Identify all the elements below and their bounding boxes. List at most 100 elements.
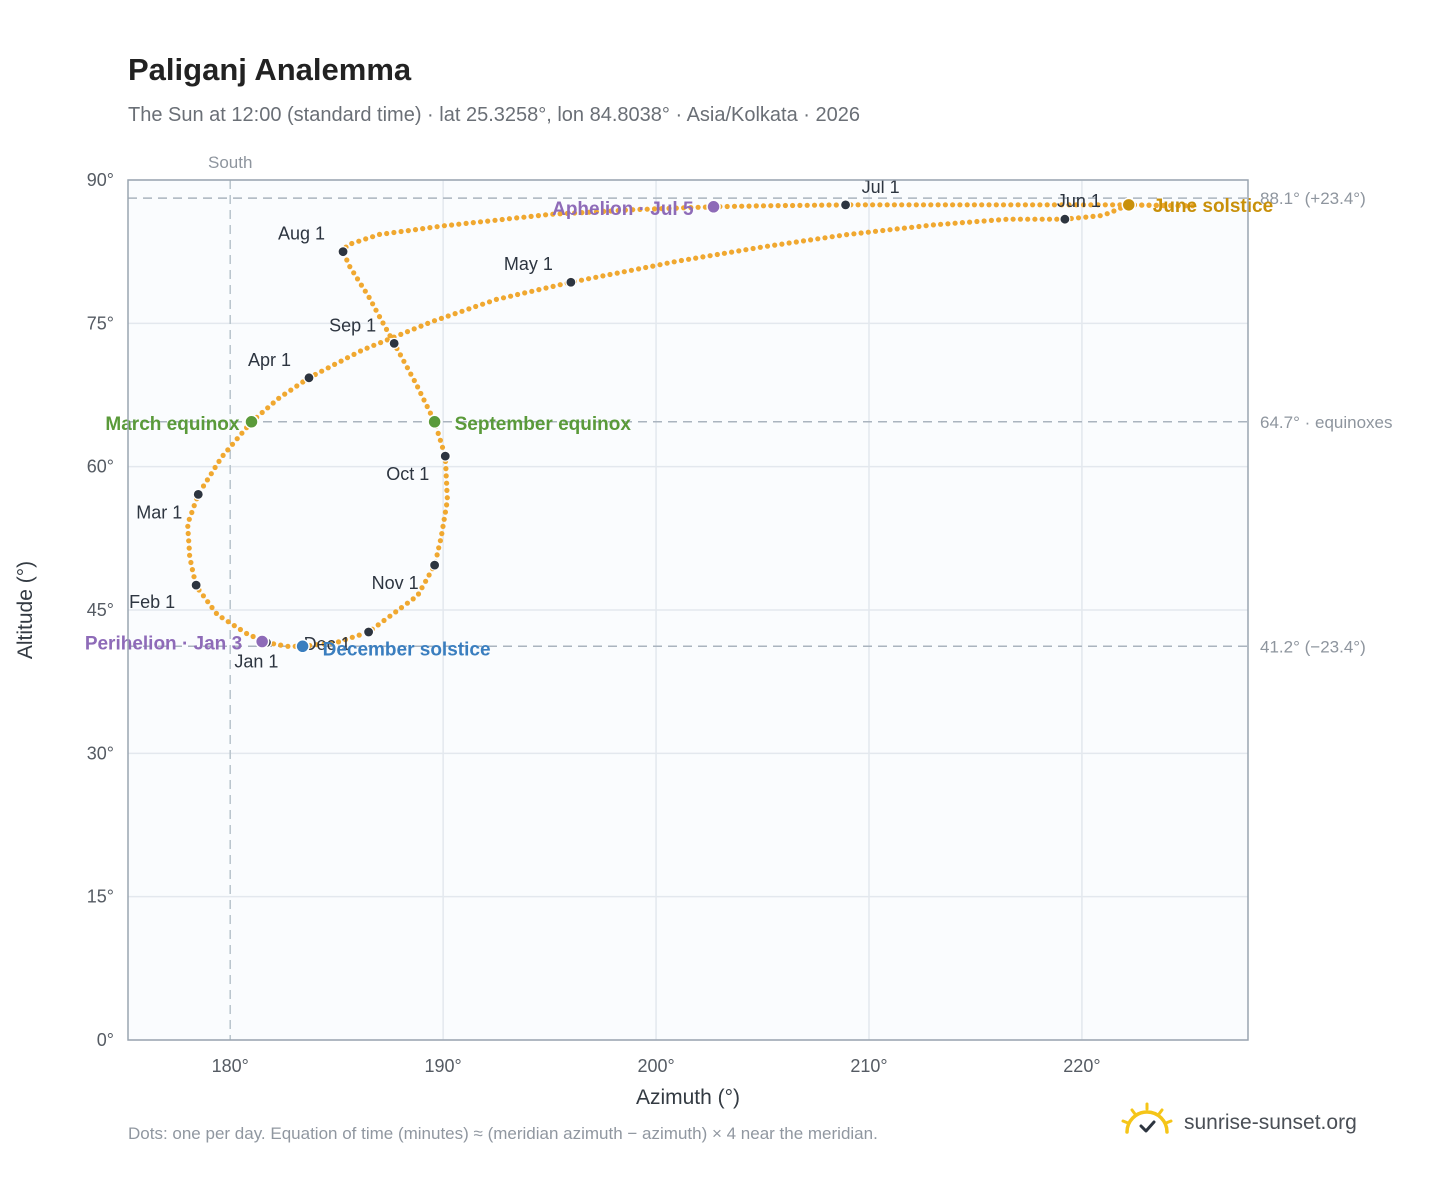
equinox-label: March equinox <box>105 414 240 435</box>
day-dot <box>357 348 364 354</box>
day-dot <box>865 229 871 235</box>
day-dot <box>435 430 441 436</box>
day-dot <box>188 559 194 566</box>
x-tick-label: 180° <box>212 1056 249 1076</box>
day-dot <box>506 216 512 222</box>
month-label: Sep 1 <box>329 315 376 335</box>
day-dot <box>731 203 738 209</box>
brand[interactable]: sunrise-sunset.org <box>1120 1102 1357 1143</box>
day-dot <box>550 283 556 289</box>
day-dot <box>1111 208 1117 214</box>
day-dot <box>231 623 237 629</box>
day-dot <box>529 288 535 294</box>
day-dot <box>671 259 677 265</box>
day-dot <box>191 574 197 580</box>
day-dot <box>1080 202 1087 208</box>
day-dot <box>351 351 357 357</box>
day-dot <box>480 301 486 307</box>
day-dot <box>463 220 469 226</box>
day-dot <box>358 282 364 288</box>
day-dot <box>186 538 192 544</box>
day-dot <box>891 202 898 208</box>
day-dot <box>786 240 792 246</box>
day-dot <box>928 202 934 208</box>
day-dot <box>833 202 839 208</box>
day-dot <box>858 230 864 236</box>
day-dot <box>444 487 450 493</box>
day-dot <box>815 236 821 242</box>
day-dot <box>441 516 447 522</box>
footnote: Dots: one per day. Equation of time (min… <box>128 1124 878 1143</box>
day-dot <box>404 600 410 606</box>
day-dot <box>1110 202 1116 208</box>
reference-line-label: 88.1° (+23.4°) <box>1260 189 1366 208</box>
day-dot <box>887 227 893 233</box>
month-label: Nov 1 <box>372 573 419 593</box>
day-dot <box>436 545 442 551</box>
day-dot <box>423 578 429 584</box>
day-dot <box>381 617 387 624</box>
day-dot <box>441 223 447 229</box>
day-dot <box>678 257 685 264</box>
day-dot <box>398 605 405 611</box>
day-dot <box>185 530 191 537</box>
month-label: May 1 <box>504 254 553 274</box>
day-dot <box>1095 202 1101 208</box>
analemma-path <box>185 202 1196 649</box>
day-dot <box>822 235 828 241</box>
day-dot <box>988 217 995 223</box>
day-dot <box>391 229 397 236</box>
day-dot <box>536 287 542 293</box>
day-dot <box>371 342 377 348</box>
day-dot <box>768 203 774 209</box>
month-label: Mar 1 <box>136 502 182 522</box>
plot-frame <box>127 179 1249 1041</box>
day-dot <box>743 247 749 253</box>
day-dot <box>851 231 857 237</box>
y-tick-label: 90° <box>87 170 114 190</box>
day-dot <box>456 221 462 227</box>
day-dot <box>877 202 883 208</box>
day-dot <box>204 477 210 483</box>
day-dot <box>930 222 937 228</box>
day-dot <box>239 430 245 436</box>
day-dot <box>212 464 218 471</box>
y-tick-label: 0° <box>97 1030 114 1050</box>
day-dot <box>811 202 818 208</box>
day-dot <box>681 205 687 211</box>
month-label: Jun 1 <box>1057 191 1101 211</box>
day-dot <box>434 224 440 230</box>
day-dot <box>364 345 370 351</box>
day-dot <box>920 202 927 208</box>
special-markers: March equinox September equinox June solst… <box>85 196 1273 660</box>
day-dot <box>636 266 642 272</box>
day-dot <box>421 397 427 403</box>
day-dot <box>205 599 211 605</box>
day-dot <box>1088 202 1094 208</box>
day-dot <box>442 509 448 515</box>
day-dot <box>344 257 350 263</box>
day-dot <box>376 231 383 237</box>
day-dot <box>189 567 195 573</box>
day-dot <box>757 244 763 250</box>
day-dot <box>782 202 789 209</box>
day-dot <box>829 234 835 240</box>
day-dot <box>797 202 803 208</box>
month-label: Dec 1 <box>304 634 351 654</box>
day-dot <box>443 473 449 479</box>
day-dot <box>1146 202 1152 208</box>
day-dot <box>1139 202 1145 208</box>
day-dot <box>1037 202 1043 208</box>
day-dot <box>445 313 451 319</box>
day-dot <box>265 405 271 411</box>
day-dot <box>186 545 192 551</box>
day-dot <box>431 318 438 324</box>
day-dot <box>237 626 243 633</box>
day-dot <box>644 206 650 212</box>
month-dot <box>303 372 315 384</box>
day-dot <box>1153 202 1159 208</box>
day-dot <box>349 634 355 640</box>
month-dot <box>429 559 441 571</box>
day-dot <box>443 466 449 472</box>
